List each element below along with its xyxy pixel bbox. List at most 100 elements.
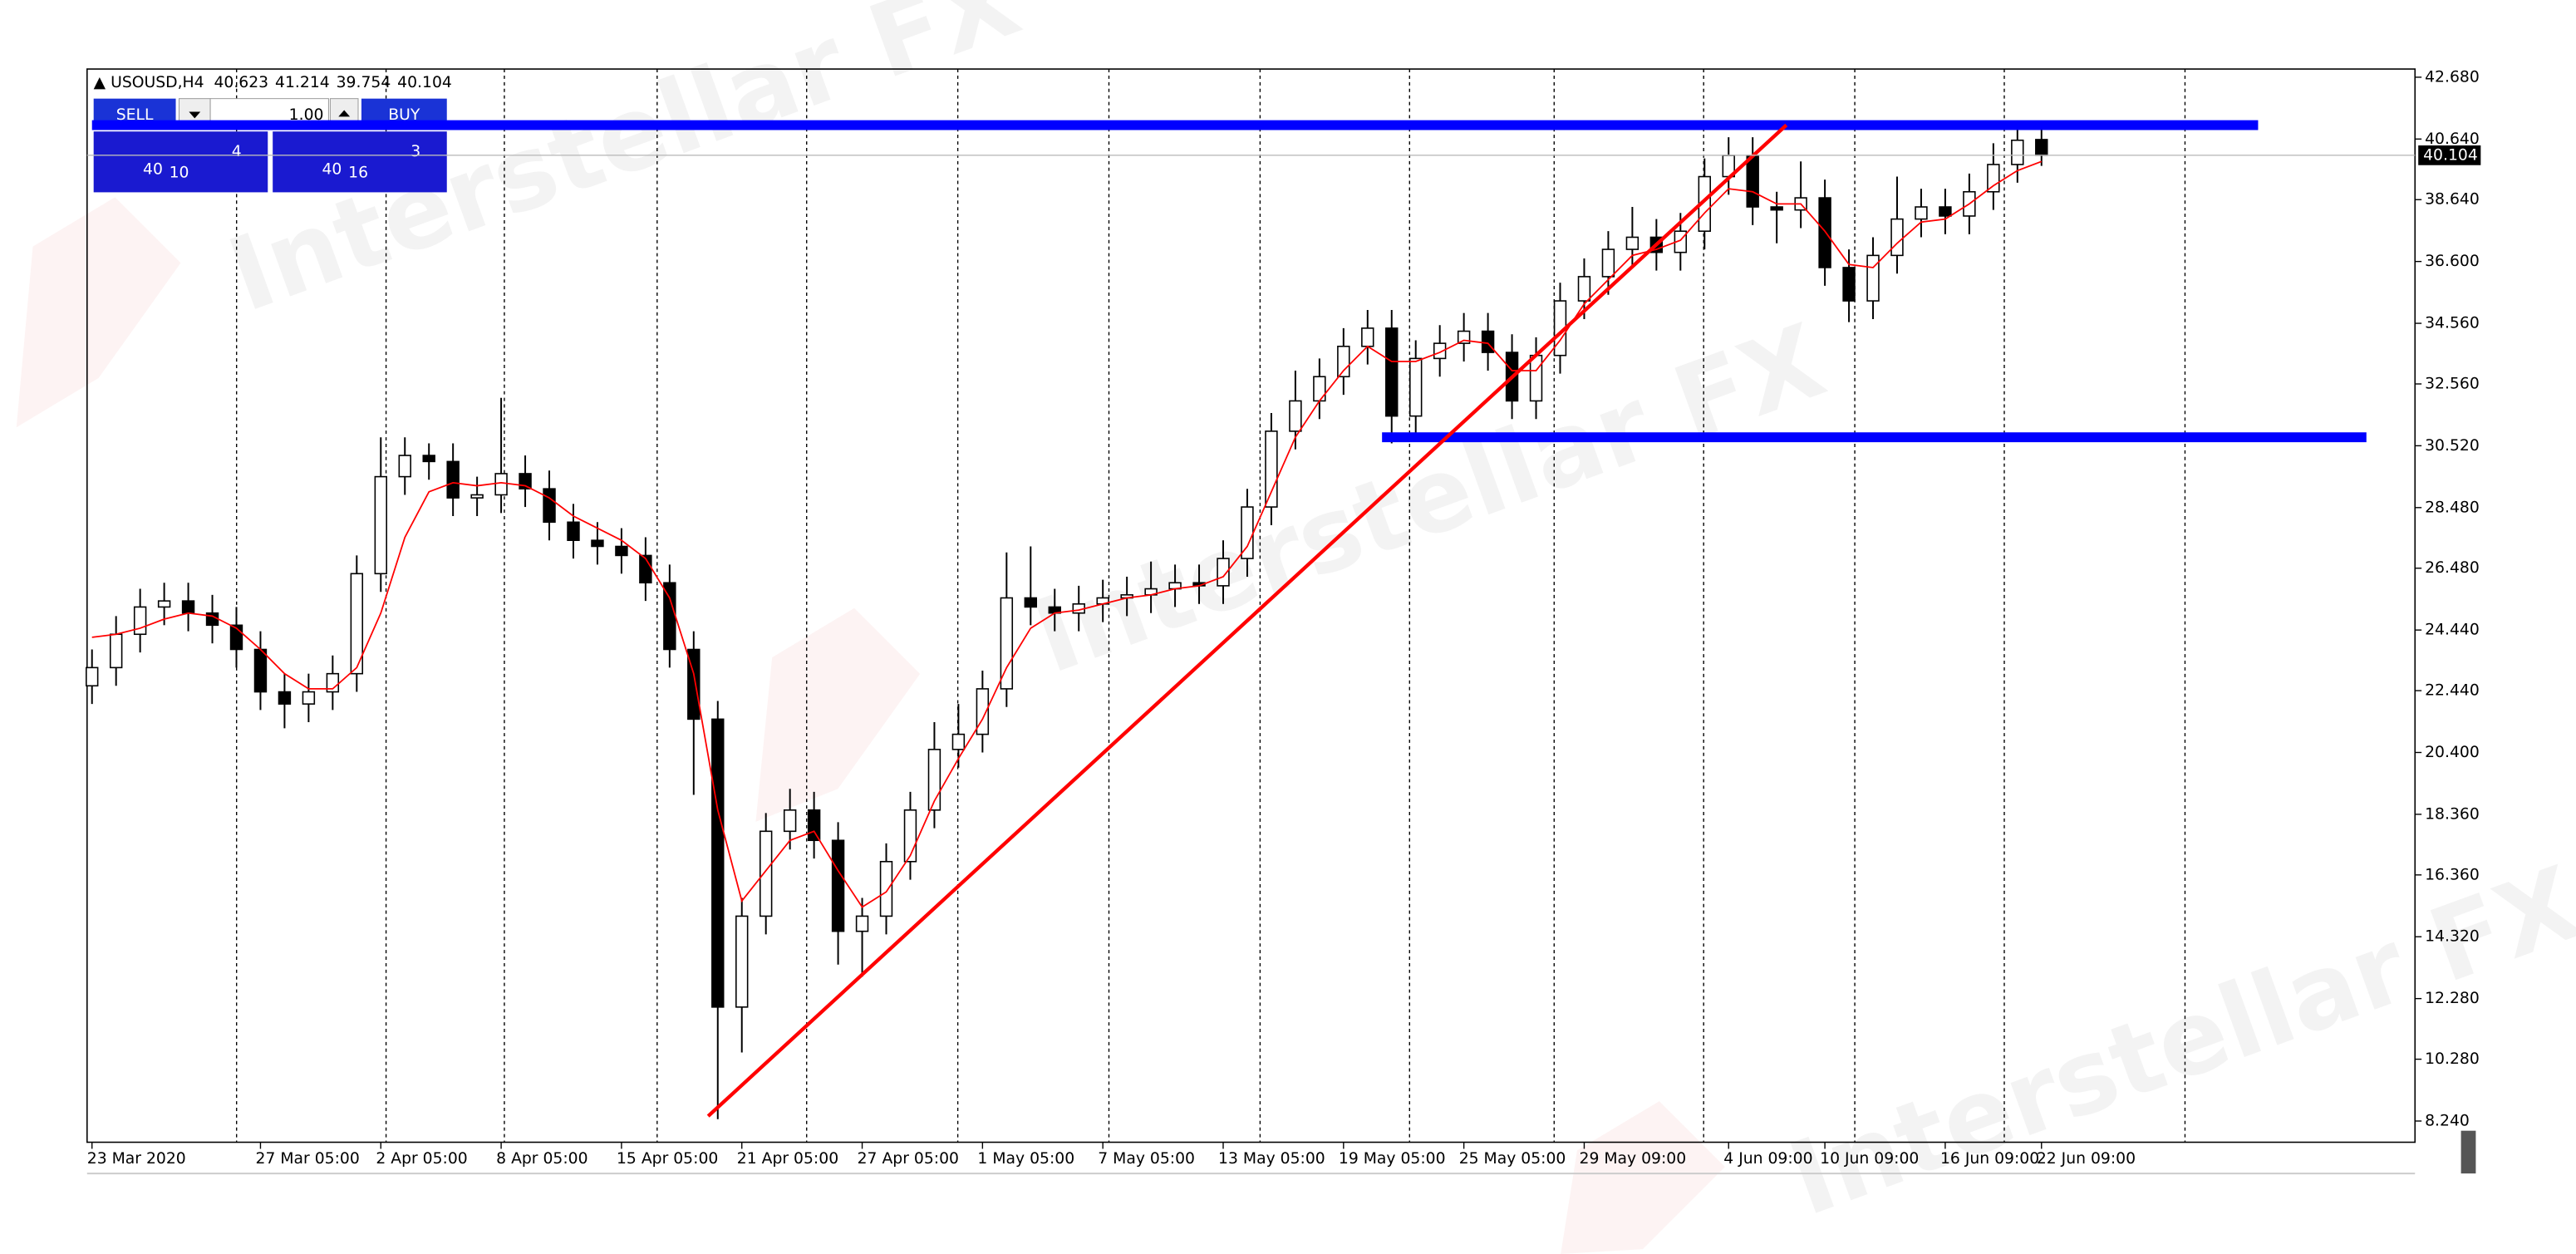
x-tick-label: 27 Apr 05:00 xyxy=(858,1150,959,1168)
x-tick-label: 16 Jun 09:00 xyxy=(1940,1150,2039,1168)
current-price-box xyxy=(2418,145,2481,165)
price-small: 40 xyxy=(322,161,342,179)
candle-body xyxy=(1337,345,1350,378)
candle-body xyxy=(1577,276,1591,302)
sell-label[interactable]: SELL xyxy=(116,106,154,124)
arrow-icon xyxy=(338,110,351,117)
candle-body xyxy=(1939,206,1952,217)
watermark-logo xyxy=(1561,1101,1725,1254)
x-tick-label: 21 Apr 05:00 xyxy=(737,1150,838,1168)
candle-body xyxy=(470,494,484,499)
candle-body xyxy=(398,455,411,478)
candle-body xyxy=(759,830,773,917)
candle-body xyxy=(1433,342,1447,360)
y-tick-label: 26.480 xyxy=(2425,559,2480,577)
x-tick-label: 13 May 05:00 xyxy=(1218,1150,1325,1168)
candle-body xyxy=(326,672,340,693)
x-tick-label: 25 May 05:00 xyxy=(1459,1150,1566,1168)
buy-label[interactable]: BUY xyxy=(388,106,420,124)
y-tick-label: 30.520 xyxy=(2425,437,2480,455)
candle-body xyxy=(1217,558,1230,587)
candle-body xyxy=(855,915,869,932)
candle-body xyxy=(1818,197,1831,268)
candle-body xyxy=(302,691,316,705)
plot xyxy=(86,121,2048,1119)
x-tick-label: 22 Jun 09:00 xyxy=(2037,1150,2136,1168)
y-tick-label: 38.640 xyxy=(2425,191,2480,209)
candle-body xyxy=(278,691,292,705)
x-tick-label: 10 Jun 09:00 xyxy=(1820,1150,1919,1168)
x-tick-label: 7 May 05:00 xyxy=(1098,1150,1195,1168)
candle-body xyxy=(157,600,171,608)
candle-body xyxy=(735,915,749,1008)
y-tick-label: 16.360 xyxy=(2425,866,2480,883)
y-tick-label: 42.680 xyxy=(2425,68,2480,86)
candle-body xyxy=(1289,400,1302,432)
candle-body xyxy=(1409,357,1423,417)
candle-body xyxy=(1915,206,1928,220)
y-tick-label: 10.280 xyxy=(2425,1050,2480,1068)
x-tick-label: 1 May 05:00 xyxy=(977,1150,1074,1168)
watermark-logo xyxy=(755,607,921,822)
price-small: 40 xyxy=(143,161,163,179)
sell-price-box[interactable] xyxy=(93,131,268,193)
lot-value: 1.00 xyxy=(289,106,324,124)
candle-body xyxy=(1770,206,1783,211)
y-tick-label: 34.560 xyxy=(2425,315,2480,332)
candle-body xyxy=(1481,330,1495,353)
candle-body xyxy=(494,473,508,496)
candle-body xyxy=(133,606,147,636)
candle-body xyxy=(1529,354,1543,402)
candle-body xyxy=(663,582,676,651)
candle-body xyxy=(615,545,628,557)
candle-body xyxy=(1842,267,1856,302)
candle-body xyxy=(783,809,797,833)
candle-body xyxy=(543,488,556,524)
x-tick-label: 2 Apr 05:00 xyxy=(376,1150,467,1168)
current-price-label: 40.104 xyxy=(2423,146,2478,164)
price-point: 4 xyxy=(232,143,242,160)
candle-body xyxy=(567,521,580,541)
candle-body xyxy=(1866,254,1880,302)
watermark: Interstellar FX xyxy=(1775,843,2576,1239)
candle-body xyxy=(109,633,123,669)
symbol-header: ▲ USOUSD,H4 40.623 41.214 39.754 40.104 xyxy=(94,73,452,91)
candle-body xyxy=(1625,236,1639,250)
candle-body xyxy=(1987,164,2000,193)
ohlc-high: 41.214 xyxy=(275,73,330,91)
watermark-logo xyxy=(16,197,181,428)
x-tick-label: 23 Mar 2020 xyxy=(87,1150,186,1168)
y-tick-label: 40.640 xyxy=(2425,130,2480,148)
watermark: Interstellar FX xyxy=(1019,301,1838,696)
ohlc-low: 39.754 xyxy=(337,73,391,91)
price-big: 10 xyxy=(170,165,189,182)
candle-body xyxy=(1000,597,1014,690)
price-big: 16 xyxy=(348,165,368,182)
y-tick-label: 20.400 xyxy=(2425,744,2480,761)
buy-price-box[interactable] xyxy=(273,131,447,193)
y-tick-label: 8.240 xyxy=(2425,1112,2470,1129)
y-tick-label: 14.320 xyxy=(2425,928,2480,946)
candle-body xyxy=(1890,218,1904,257)
y-tick-label: 28.480 xyxy=(2425,499,2480,516)
candle-body xyxy=(86,666,99,687)
y-tick-label: 32.560 xyxy=(2425,375,2480,392)
y-tick-label: 18.360 xyxy=(2425,805,2480,823)
scroll-handle[interactable] xyxy=(2460,1130,2476,1174)
candle-body xyxy=(422,455,435,463)
candle-body xyxy=(350,573,364,675)
moving-average xyxy=(91,160,2043,908)
candle-body xyxy=(253,648,268,693)
arrow-icon xyxy=(189,111,201,119)
x-tick-label: 8 Apr 05:00 xyxy=(496,1150,587,1168)
candle-body xyxy=(831,839,845,932)
candle-body xyxy=(181,600,195,614)
x-tick-label: 15 Apr 05:00 xyxy=(617,1150,718,1168)
x-tick-label: 29 May 09:00 xyxy=(1580,1150,1687,1168)
candle-body xyxy=(879,860,893,917)
candle-body xyxy=(807,809,821,842)
price-point: 3 xyxy=(410,143,420,160)
symbol: ▲ xyxy=(94,73,111,91)
candle-body xyxy=(1265,430,1278,508)
plot-frame xyxy=(86,68,2416,1143)
